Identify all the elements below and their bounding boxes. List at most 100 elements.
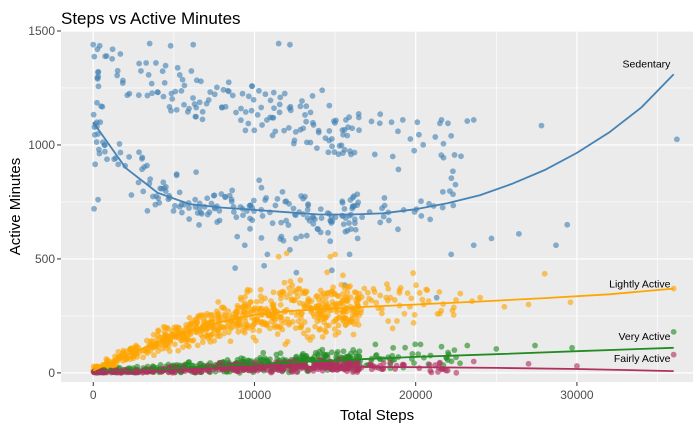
point xyxy=(219,104,225,111)
point xyxy=(238,105,244,112)
point xyxy=(178,87,185,94)
point xyxy=(286,285,293,291)
point xyxy=(287,103,294,110)
point xyxy=(375,365,382,371)
point xyxy=(274,323,281,330)
point xyxy=(260,349,267,356)
point xyxy=(104,156,110,163)
point xyxy=(415,351,422,358)
point xyxy=(215,299,222,305)
point xyxy=(160,93,167,100)
point xyxy=(160,179,167,186)
point xyxy=(114,67,121,74)
point xyxy=(199,339,206,346)
point xyxy=(303,139,310,146)
point xyxy=(464,118,471,124)
point xyxy=(349,205,356,212)
point xyxy=(161,185,167,192)
point xyxy=(220,86,227,93)
point xyxy=(262,91,269,98)
point xyxy=(333,315,340,322)
point xyxy=(250,327,257,334)
point xyxy=(328,349,335,356)
point xyxy=(247,215,253,222)
point xyxy=(286,319,293,326)
point xyxy=(525,360,532,367)
point xyxy=(380,213,387,220)
point xyxy=(247,225,253,232)
series-points xyxy=(90,40,680,301)
point xyxy=(436,359,443,366)
point xyxy=(304,206,311,213)
point xyxy=(395,128,401,135)
point xyxy=(225,329,232,336)
point xyxy=(218,191,225,197)
point xyxy=(167,42,174,49)
point xyxy=(259,122,265,128)
point xyxy=(440,140,447,147)
point xyxy=(325,360,332,367)
point xyxy=(340,131,347,138)
point xyxy=(377,111,384,118)
point xyxy=(397,284,404,291)
point xyxy=(297,126,304,133)
point xyxy=(376,120,383,127)
point xyxy=(356,290,363,297)
point xyxy=(292,325,299,332)
point xyxy=(347,226,354,232)
point xyxy=(342,314,349,321)
point xyxy=(319,87,326,94)
point xyxy=(281,127,288,134)
y-axis-title: Active Minutes xyxy=(7,158,24,256)
point xyxy=(180,344,186,351)
point xyxy=(117,51,124,57)
point xyxy=(387,359,394,366)
point xyxy=(361,285,368,292)
point xyxy=(311,313,318,320)
point xyxy=(303,232,310,239)
point xyxy=(162,62,169,69)
point xyxy=(187,331,194,337)
point xyxy=(453,297,459,303)
trend-line xyxy=(93,365,674,374)
point xyxy=(186,105,192,112)
point xyxy=(109,46,116,53)
point xyxy=(351,289,358,296)
point xyxy=(216,207,223,214)
point xyxy=(355,110,362,117)
series-label: Very Active xyxy=(618,331,670,343)
point xyxy=(123,356,129,362)
y-tick-label: 1500 xyxy=(28,24,55,38)
point xyxy=(390,344,397,351)
point xyxy=(427,367,434,374)
point xyxy=(673,136,680,143)
point xyxy=(253,308,260,315)
point xyxy=(329,143,335,150)
point xyxy=(135,92,142,99)
point xyxy=(221,311,228,318)
point xyxy=(245,309,252,316)
point xyxy=(444,367,451,374)
point xyxy=(274,196,281,202)
point xyxy=(157,362,164,368)
point xyxy=(170,208,177,214)
point xyxy=(389,325,396,332)
x-tick-label: 10000 xyxy=(238,388,272,402)
point xyxy=(179,335,186,341)
point xyxy=(143,60,150,66)
point xyxy=(335,329,342,336)
point xyxy=(381,195,388,201)
trend-line xyxy=(92,287,674,372)
point xyxy=(354,191,361,198)
point xyxy=(111,156,118,163)
point xyxy=(149,193,156,200)
point xyxy=(438,343,445,350)
point xyxy=(567,299,574,306)
point xyxy=(362,300,369,307)
point xyxy=(270,289,277,296)
point xyxy=(325,229,331,236)
point xyxy=(140,354,147,361)
point xyxy=(315,129,322,136)
point xyxy=(186,321,193,328)
point xyxy=(259,213,266,219)
